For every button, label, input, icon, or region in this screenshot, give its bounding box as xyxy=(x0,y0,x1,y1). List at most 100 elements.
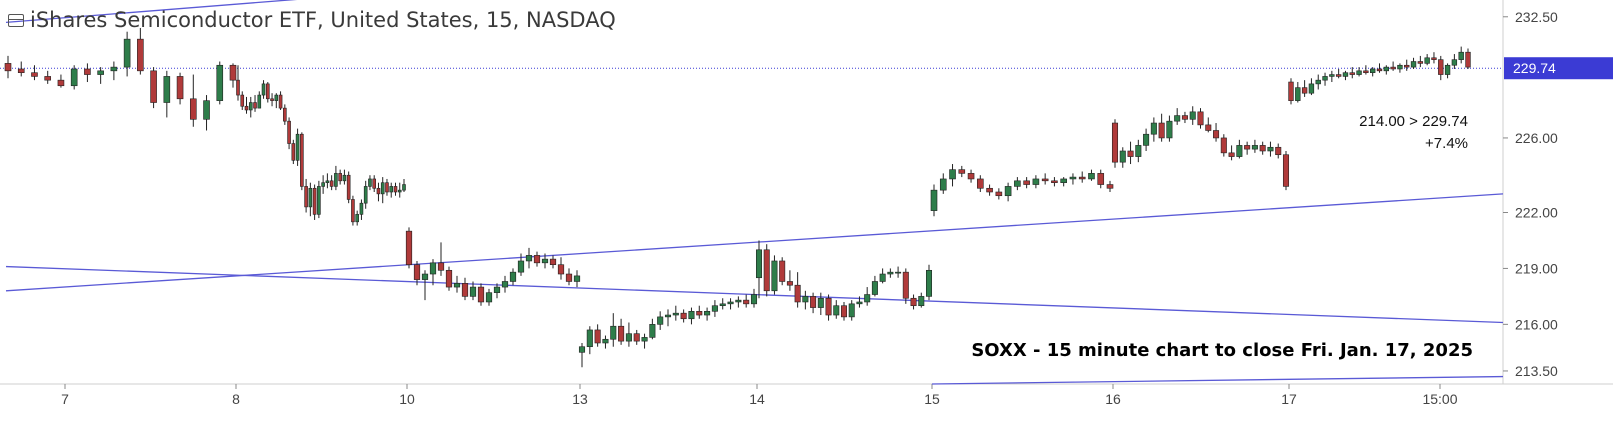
candle-up xyxy=(602,338,609,344)
candle-up xyxy=(1135,145,1142,157)
candle-up xyxy=(918,296,925,307)
candle-up xyxy=(359,202,364,215)
candle-down xyxy=(902,271,909,299)
candle-down xyxy=(1127,150,1134,157)
candle-down xyxy=(1205,124,1212,131)
candle-up xyxy=(586,329,593,348)
change-annotation: 214.00 > 229.74 +7.4% xyxy=(1359,111,1468,155)
candle-up xyxy=(1315,79,1321,85)
candle-down xyxy=(1275,146,1282,156)
candle-up xyxy=(163,76,171,103)
candle-down xyxy=(461,283,469,297)
x-tick-label: 13 xyxy=(572,391,588,407)
candle-down xyxy=(31,72,38,77)
candle-up xyxy=(453,283,461,288)
candle-up xyxy=(257,94,262,109)
candle-down xyxy=(405,230,413,265)
candle-up xyxy=(664,314,672,318)
candle-up xyxy=(1088,173,1095,180)
candle-down xyxy=(1301,87,1308,94)
candle-up xyxy=(308,187,313,208)
candle-down xyxy=(1181,115,1188,120)
candle-down xyxy=(1288,81,1294,101)
candle-up xyxy=(429,262,437,275)
collapse-icon[interactable] xyxy=(8,13,24,27)
candle-up xyxy=(321,182,325,187)
candle-up xyxy=(949,169,956,180)
candle-down xyxy=(1097,173,1105,185)
candle-down xyxy=(825,297,832,316)
candle-up xyxy=(1397,64,1403,70)
candle-down xyxy=(137,38,144,72)
candle-up xyxy=(261,83,266,96)
candle-up xyxy=(97,70,104,75)
candle-down xyxy=(779,260,786,282)
candle-down xyxy=(338,173,342,182)
candle-down xyxy=(1259,145,1266,152)
candle-down xyxy=(763,249,770,292)
candle-up xyxy=(363,186,368,204)
trendline-upper-channel xyxy=(5,0,298,24)
candle-up xyxy=(295,133,300,161)
candle-down xyxy=(270,98,274,101)
candle-up xyxy=(1451,59,1458,66)
candle-down xyxy=(385,182,389,193)
candle-down xyxy=(44,76,52,81)
candle-down xyxy=(176,76,184,100)
candle-up xyxy=(485,292,493,303)
last-price-label: 229.74 xyxy=(1513,60,1556,76)
candle-up xyxy=(1356,70,1362,75)
x-tick-label: 15:00 xyxy=(1422,391,1457,407)
candle-down xyxy=(283,107,287,122)
candle-up xyxy=(203,100,210,120)
candle-up xyxy=(610,325,617,340)
candle-up xyxy=(317,186,321,215)
candle-down xyxy=(1349,72,1355,75)
x-tick-label: 10 xyxy=(399,391,415,407)
y-tick-label: 232.50 xyxy=(1515,9,1558,25)
candle-up xyxy=(1267,146,1274,152)
candle-up xyxy=(755,249,763,279)
candle-down xyxy=(995,191,1003,197)
candle-up xyxy=(625,333,632,342)
candle-down xyxy=(958,169,966,174)
candle-up xyxy=(750,294,758,305)
candle-down xyxy=(346,174,351,200)
candle-up xyxy=(1189,111,1196,120)
candle-up xyxy=(355,214,359,223)
candle-up xyxy=(833,305,840,316)
candle-up xyxy=(1060,178,1067,183)
candle-up xyxy=(389,186,394,193)
candle-up xyxy=(817,297,824,308)
candle-down xyxy=(57,79,65,87)
candle-down xyxy=(1376,68,1383,72)
candle-down xyxy=(549,258,557,265)
candle-up xyxy=(1329,74,1335,77)
candle-down xyxy=(1363,70,1369,73)
candle-up xyxy=(274,94,279,101)
candle-down xyxy=(1106,184,1114,189)
candle-up xyxy=(1410,61,1417,68)
y-tick-label: 226.00 xyxy=(1515,130,1558,146)
candle-down xyxy=(84,68,91,75)
candle-up xyxy=(1069,176,1077,180)
candle-down xyxy=(696,311,703,316)
candle-down xyxy=(1111,122,1119,163)
candle-down xyxy=(1438,59,1444,75)
candle-up xyxy=(1458,51,1464,60)
candle-up xyxy=(848,303,855,318)
candle-up xyxy=(727,301,734,305)
candle-down xyxy=(329,180,334,187)
chart-title: iShares Semiconductor ETF, United States… xyxy=(30,8,616,32)
candle-up xyxy=(1370,68,1376,73)
candle-down xyxy=(810,296,817,308)
candle-down xyxy=(1051,180,1058,183)
candle-down xyxy=(244,105,249,111)
candle-down xyxy=(372,178,377,189)
candle-up xyxy=(517,260,525,273)
candle-up xyxy=(380,182,385,195)
candle-down xyxy=(1158,122,1165,139)
candle-up xyxy=(771,260,778,292)
